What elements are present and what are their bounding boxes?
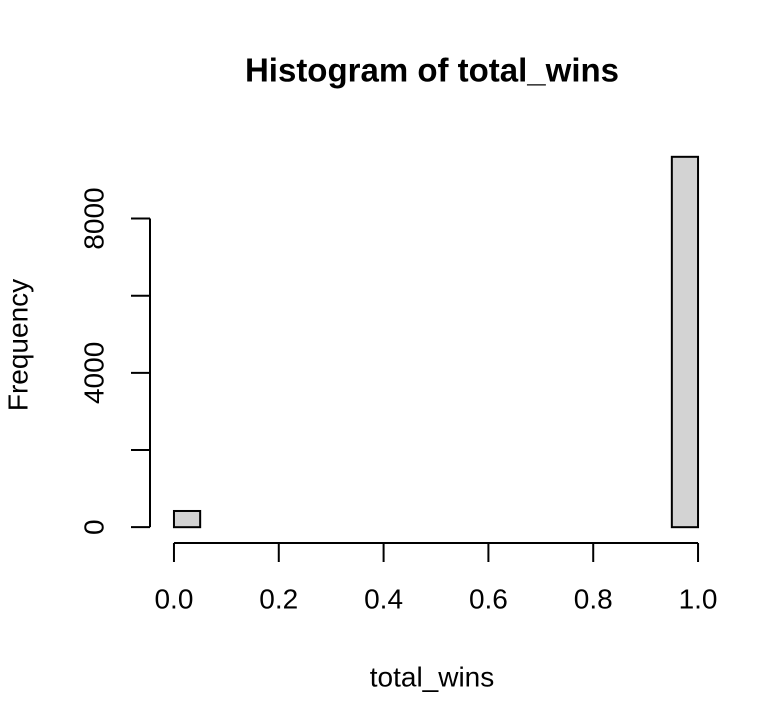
x-tick-label: 0.6: [469, 583, 508, 614]
x-axis-label: total_wins: [370, 661, 495, 692]
bar: [172, 509, 202, 529]
x-tick-label: 0.0: [154, 583, 193, 614]
y-tick-label: 0: [78, 519, 109, 535]
x-tick-label: 1.0: [679, 583, 718, 614]
y-tick-label: 4000: [78, 342, 109, 404]
x-tick-label: 0.4: [364, 583, 403, 614]
y-axis-label: Frequency: [2, 279, 33, 411]
x-tick-label: 0.8: [574, 583, 613, 614]
chart-title: Histogram of total_wins: [245, 52, 619, 89]
y-tick-label: 8000: [78, 187, 109, 249]
bar: [670, 155, 700, 529]
x-tick-label: 0.2: [259, 583, 298, 614]
